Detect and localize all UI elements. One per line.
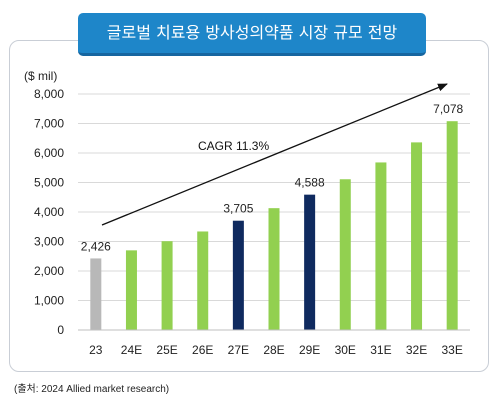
x-tick-label: 29E [299, 343, 320, 357]
data-label: 7,078 [433, 102, 463, 116]
bar-27e [232, 220, 244, 330]
source-note: (출처: 2024 Allied market research) [14, 384, 170, 395]
x-tick-label: 30E [335, 343, 356, 357]
y-tick-label: 1,000 [34, 294, 64, 308]
x-tick-label: 28E [263, 343, 284, 357]
chart-panel [9, 40, 489, 372]
data-label: 3,705 [223, 202, 253, 216]
y-tick-label: 3,000 [34, 235, 64, 249]
bar-24e [125, 250, 137, 330]
data-labels: 2,426 3,705 4,588 7,078 [81, 102, 464, 253]
bars [90, 121, 458, 330]
axes: 0 1,000 2,000 3,000 4,000 5,000 6,000 7,000 8,00… [34, 87, 470, 357]
cagr-trend-arrow [101, 83, 448, 226]
x-tick-label: 24E [121, 343, 142, 357]
y-tick-label: 5,000 [34, 176, 64, 190]
x-tick-label: 32E [406, 343, 427, 357]
x-tick-label: 27E [228, 343, 249, 357]
x-tick-label: 23 [89, 343, 103, 357]
x-tick-label: 25E [156, 343, 177, 357]
y-tick-label: 8,000 [34, 87, 64, 101]
y-tick-label: 0 [57, 323, 64, 337]
cagr-annotation: CAGR 11.3% [198, 139, 269, 153]
bar-31e [375, 162, 387, 330]
bar-32e [411, 142, 423, 330]
bar-33e [446, 121, 458, 330]
y-axis-label: ($ mil) [24, 69, 57, 83]
x-tick-label: 33E [442, 343, 463, 357]
x-tick-label: 31E [370, 343, 391, 357]
bar-23 [90, 258, 102, 330]
bar-26e [197, 231, 209, 330]
chart-title: 글로벌 치료용 방사성의약품 시장 규모 전망 [78, 13, 426, 56]
bar-29e [304, 194, 316, 330]
bar-25e [161, 241, 173, 330]
y-tick-label: 7,000 [34, 117, 64, 131]
data-label: 4,588 [295, 176, 325, 190]
bar-30e [339, 179, 351, 330]
y-tick-label: 2,000 [34, 264, 64, 278]
bar-28e [268, 208, 280, 330]
y-tick-label: 6,000 [34, 146, 64, 160]
y-tick-label: 4,000 [34, 205, 64, 219]
data-label: 2,426 [81, 239, 111, 253]
x-tick-label: 26E [192, 343, 213, 357]
